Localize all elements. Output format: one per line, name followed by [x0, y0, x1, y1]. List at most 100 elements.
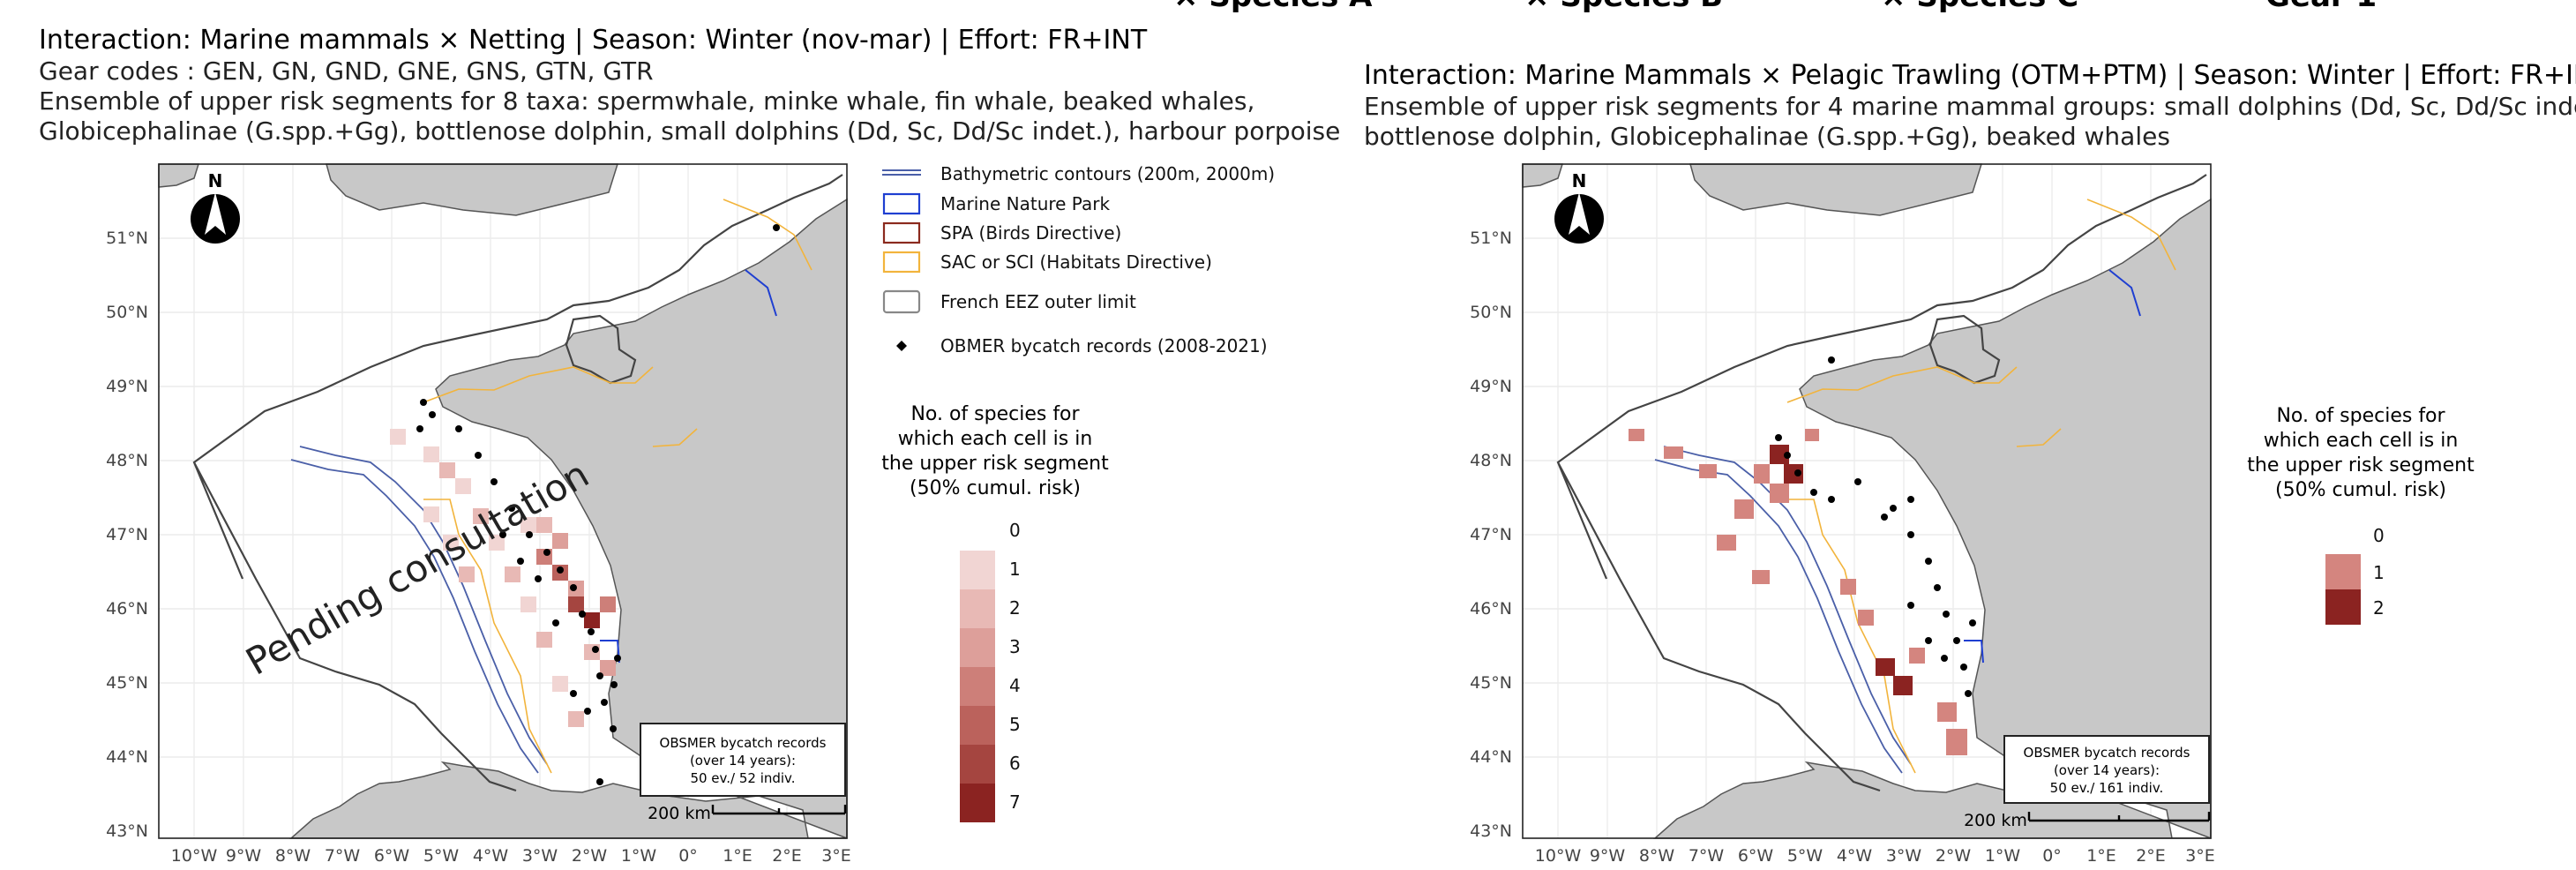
top-label-species-c: × Species C: [1881, 0, 2078, 14]
left-legend-1: 1: [1009, 559, 1021, 580]
left-obsmer-box: [640, 723, 846, 797]
left-legend-3: 3: [1009, 636, 1021, 657]
right-scale-bar: [2027, 812, 2211, 822]
left-legend-title-1: No. of species for: [910, 403, 1080, 425]
right-desc-line1: Ensemble of upper risk segments for 4 ma…: [1364, 92, 2576, 121]
right-legend-title-3: the upper risk segment: [2247, 454, 2475, 476]
right-lon-5w: 5°W: [1787, 846, 1823, 866]
right-lat-48: 48°N: [1470, 451, 1512, 470]
right-lon-0: 0°: [2042, 846, 2062, 866]
left-lon-10w: 10°W: [171, 846, 218, 866]
right-lon-1e: 1°E: [2086, 846, 2116, 866]
left-panel-title: Interaction: Marine mammals × Netting | …: [39, 25, 1148, 56]
right-lon-3e: 3°E: [2185, 846, 2215, 866]
left-legend-title-4: (50% cumul. risk): [910, 477, 1081, 499]
legend-obmer: OBMER bycatch records (2008-2021): [940, 335, 1268, 356]
right-lon-9w: 9°W: [1590, 846, 1626, 866]
left-lon-9w: 9°W: [226, 846, 262, 866]
left-legend-title-3: the upper risk segment: [881, 453, 1109, 475]
right-lon-1w: 1°W: [1985, 846, 2021, 866]
right-legend-title-1: No. of species for: [2276, 405, 2445, 427]
left-lat-labels: 51°N 50°N 49°N 48°N 47°N 46°N 45°N 44°N …: [106, 229, 148, 841]
left-legend-4: 4: [1009, 675, 1021, 696]
left-lon-1w: 1°W: [621, 846, 657, 866]
left-scale-label: 200 km: [648, 804, 711, 823]
right-lon-2e: 2°E: [2136, 846, 2166, 866]
map-legend: Bathymetric contours (200m, 2000m) Marin…: [882, 163, 1275, 356]
right-obsmer-box: [2003, 735, 2210, 804]
top-label-species-a: × Species A: [1173, 0, 1372, 14]
left-legend-2: 2: [1009, 597, 1021, 619]
right-lon-labels: 10°W 9°W 8°W 7°W 6°W 5°W 4°W 3°W 2°W 1°W…: [1535, 846, 2215, 866]
right-lat-51: 51°N: [1470, 229, 1512, 248]
right-lon-6w: 6°W: [1738, 846, 1774, 866]
left-lon-8w: 8°W: [275, 846, 311, 866]
right-risk-cells: [1629, 429, 1967, 755]
left-legend-7: 7: [1009, 791, 1021, 813]
right-lat-49: 49°N: [1470, 377, 1512, 396]
left-legend-6: 6: [1009, 753, 1021, 774]
right-lat-47: 47°N: [1470, 525, 1512, 544]
left-lon-6w: 6°W: [374, 846, 410, 866]
left-color-legend: No. of species for which each cell is in…: [881, 403, 1109, 822]
left-obsmer-line1: OBSMER bycatch records: [660, 735, 827, 751]
right-obsmer-line2: (over 14 years):: [2054, 762, 2160, 778]
left-map: OBSMER bycatch records (over 14 years): …: [157, 162, 849, 840]
left-lat-49: 49°N: [106, 377, 148, 396]
right-lon-7w: 7°W: [1689, 846, 1725, 866]
left-lat-43: 43°N: [106, 821, 148, 841]
right-panel-title: Interaction: Marine Mammals × Pelagic Tr…: [1364, 60, 2576, 91]
right-lon-10w: 10°W: [1535, 846, 1582, 866]
right-legend-1: 1: [2373, 562, 2385, 583]
left-scale-bar: [711, 805, 847, 815]
right-scale-label: 200 km: [1964, 811, 2027, 830]
left-lat-46: 46°N: [106, 599, 148, 619]
right-lat-44: 44°N: [1470, 747, 1512, 767]
legend-eez: French EEZ outer limit: [940, 291, 1136, 312]
right-obsmer-line1: OBSMER bycatch records: [2024, 745, 2190, 761]
legend-sac: SAC or SCI (Habitats Directive): [940, 251, 1212, 273]
left-lon-2e: 2°E: [772, 846, 802, 866]
left-obsmer-line3: 50 ev./ 52 indiv.: [690, 770, 795, 786]
left-lon-2w: 2°W: [572, 846, 608, 866]
left-gear-codes: Gear codes : GEN, GN, GND, GNE, GNS, GTN…: [39, 56, 654, 86]
left-lon-4w: 4°W: [473, 846, 509, 866]
left-lon-3e: 3°E: [821, 846, 851, 866]
left-lat-51: 51°N: [106, 229, 148, 248]
left-lon-3w: 3°W: [522, 846, 558, 866]
right-lon-4w: 4°W: [1837, 846, 1873, 866]
legend-marine-park: Marine Nature Park: [940, 193, 1110, 214]
right-lat-46: 46°N: [1470, 599, 1512, 619]
left-lat-44: 44°N: [106, 747, 148, 767]
top-label-species-b: × Species B: [1524, 0, 1723, 14]
legend-spa: SPA (Birds Directive): [940, 222, 1121, 244]
left-obsmer-line2: (over 14 years):: [690, 753, 796, 769]
left-desc-line1: Ensemble of upper risk segments for 8 ta…: [39, 86, 1255, 116]
left-lat-45: 45°N: [106, 673, 148, 693]
left-lon-0: 0°: [678, 846, 698, 866]
left-lon-7w: 7°W: [325, 846, 361, 866]
right-lat-43: 43°N: [1470, 821, 1512, 841]
legend-bathy: Bathymetric contours (200m, 2000m): [940, 163, 1275, 184]
right-color-legend: No. of species for which each cell is in…: [2247, 405, 2475, 625]
right-obsmer-line3: 50 ev./ 161 indiv.: [2050, 780, 2164, 796]
right-legend-2: 2: [2373, 597, 2385, 619]
right-lat-labels: 51°N 50°N 49°N 48°N 47°N 46°N 45°N 44°N …: [1470, 229, 1512, 841]
right-legend-title-4: (50% cumul. risk): [2275, 479, 2446, 501]
right-lon-8w: 8°W: [1639, 846, 1675, 866]
left-risk-cells: [390, 429, 616, 727]
right-bycatch-points: [1775, 356, 1976, 697]
right-map: OBSMER bycatch records (over 14 years): …: [1521, 162, 2213, 840]
left-lat-50: 50°N: [106, 303, 148, 322]
right-lat-50: 50°N: [1470, 303, 1512, 322]
left-lon-1e: 1°E: [723, 846, 753, 866]
left-lon-5w: 5°W: [423, 846, 460, 866]
right-legend-0: 0: [2373, 525, 2385, 546]
right-desc-line2: bottlenose dolphin, Globicephalinae (G.s…: [1364, 122, 2170, 151]
left-legend-5: 5: [1009, 714, 1021, 735]
left-lat-47: 47°N: [106, 525, 148, 544]
right-lon-2w: 2°W: [1936, 846, 1972, 866]
left-desc-line2: Globicephalinae (G.spp.+Gg), bottlenose …: [39, 116, 1341, 146]
right-lon-3w: 3°W: [1886, 846, 1922, 866]
right-legend-title-2: which each cell is in: [2264, 430, 2459, 452]
